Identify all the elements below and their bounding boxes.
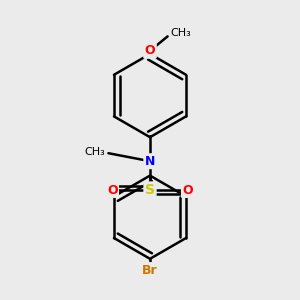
Text: N: N <box>145 155 155 168</box>
Text: S: S <box>145 183 155 197</box>
Text: O: O <box>182 184 193 196</box>
Text: O: O <box>107 184 118 196</box>
Text: CH₃: CH₃ <box>171 28 192 38</box>
Text: Br: Br <box>142 263 158 277</box>
Text: CH₃: CH₃ <box>84 147 105 157</box>
Text: O: O <box>145 44 155 57</box>
